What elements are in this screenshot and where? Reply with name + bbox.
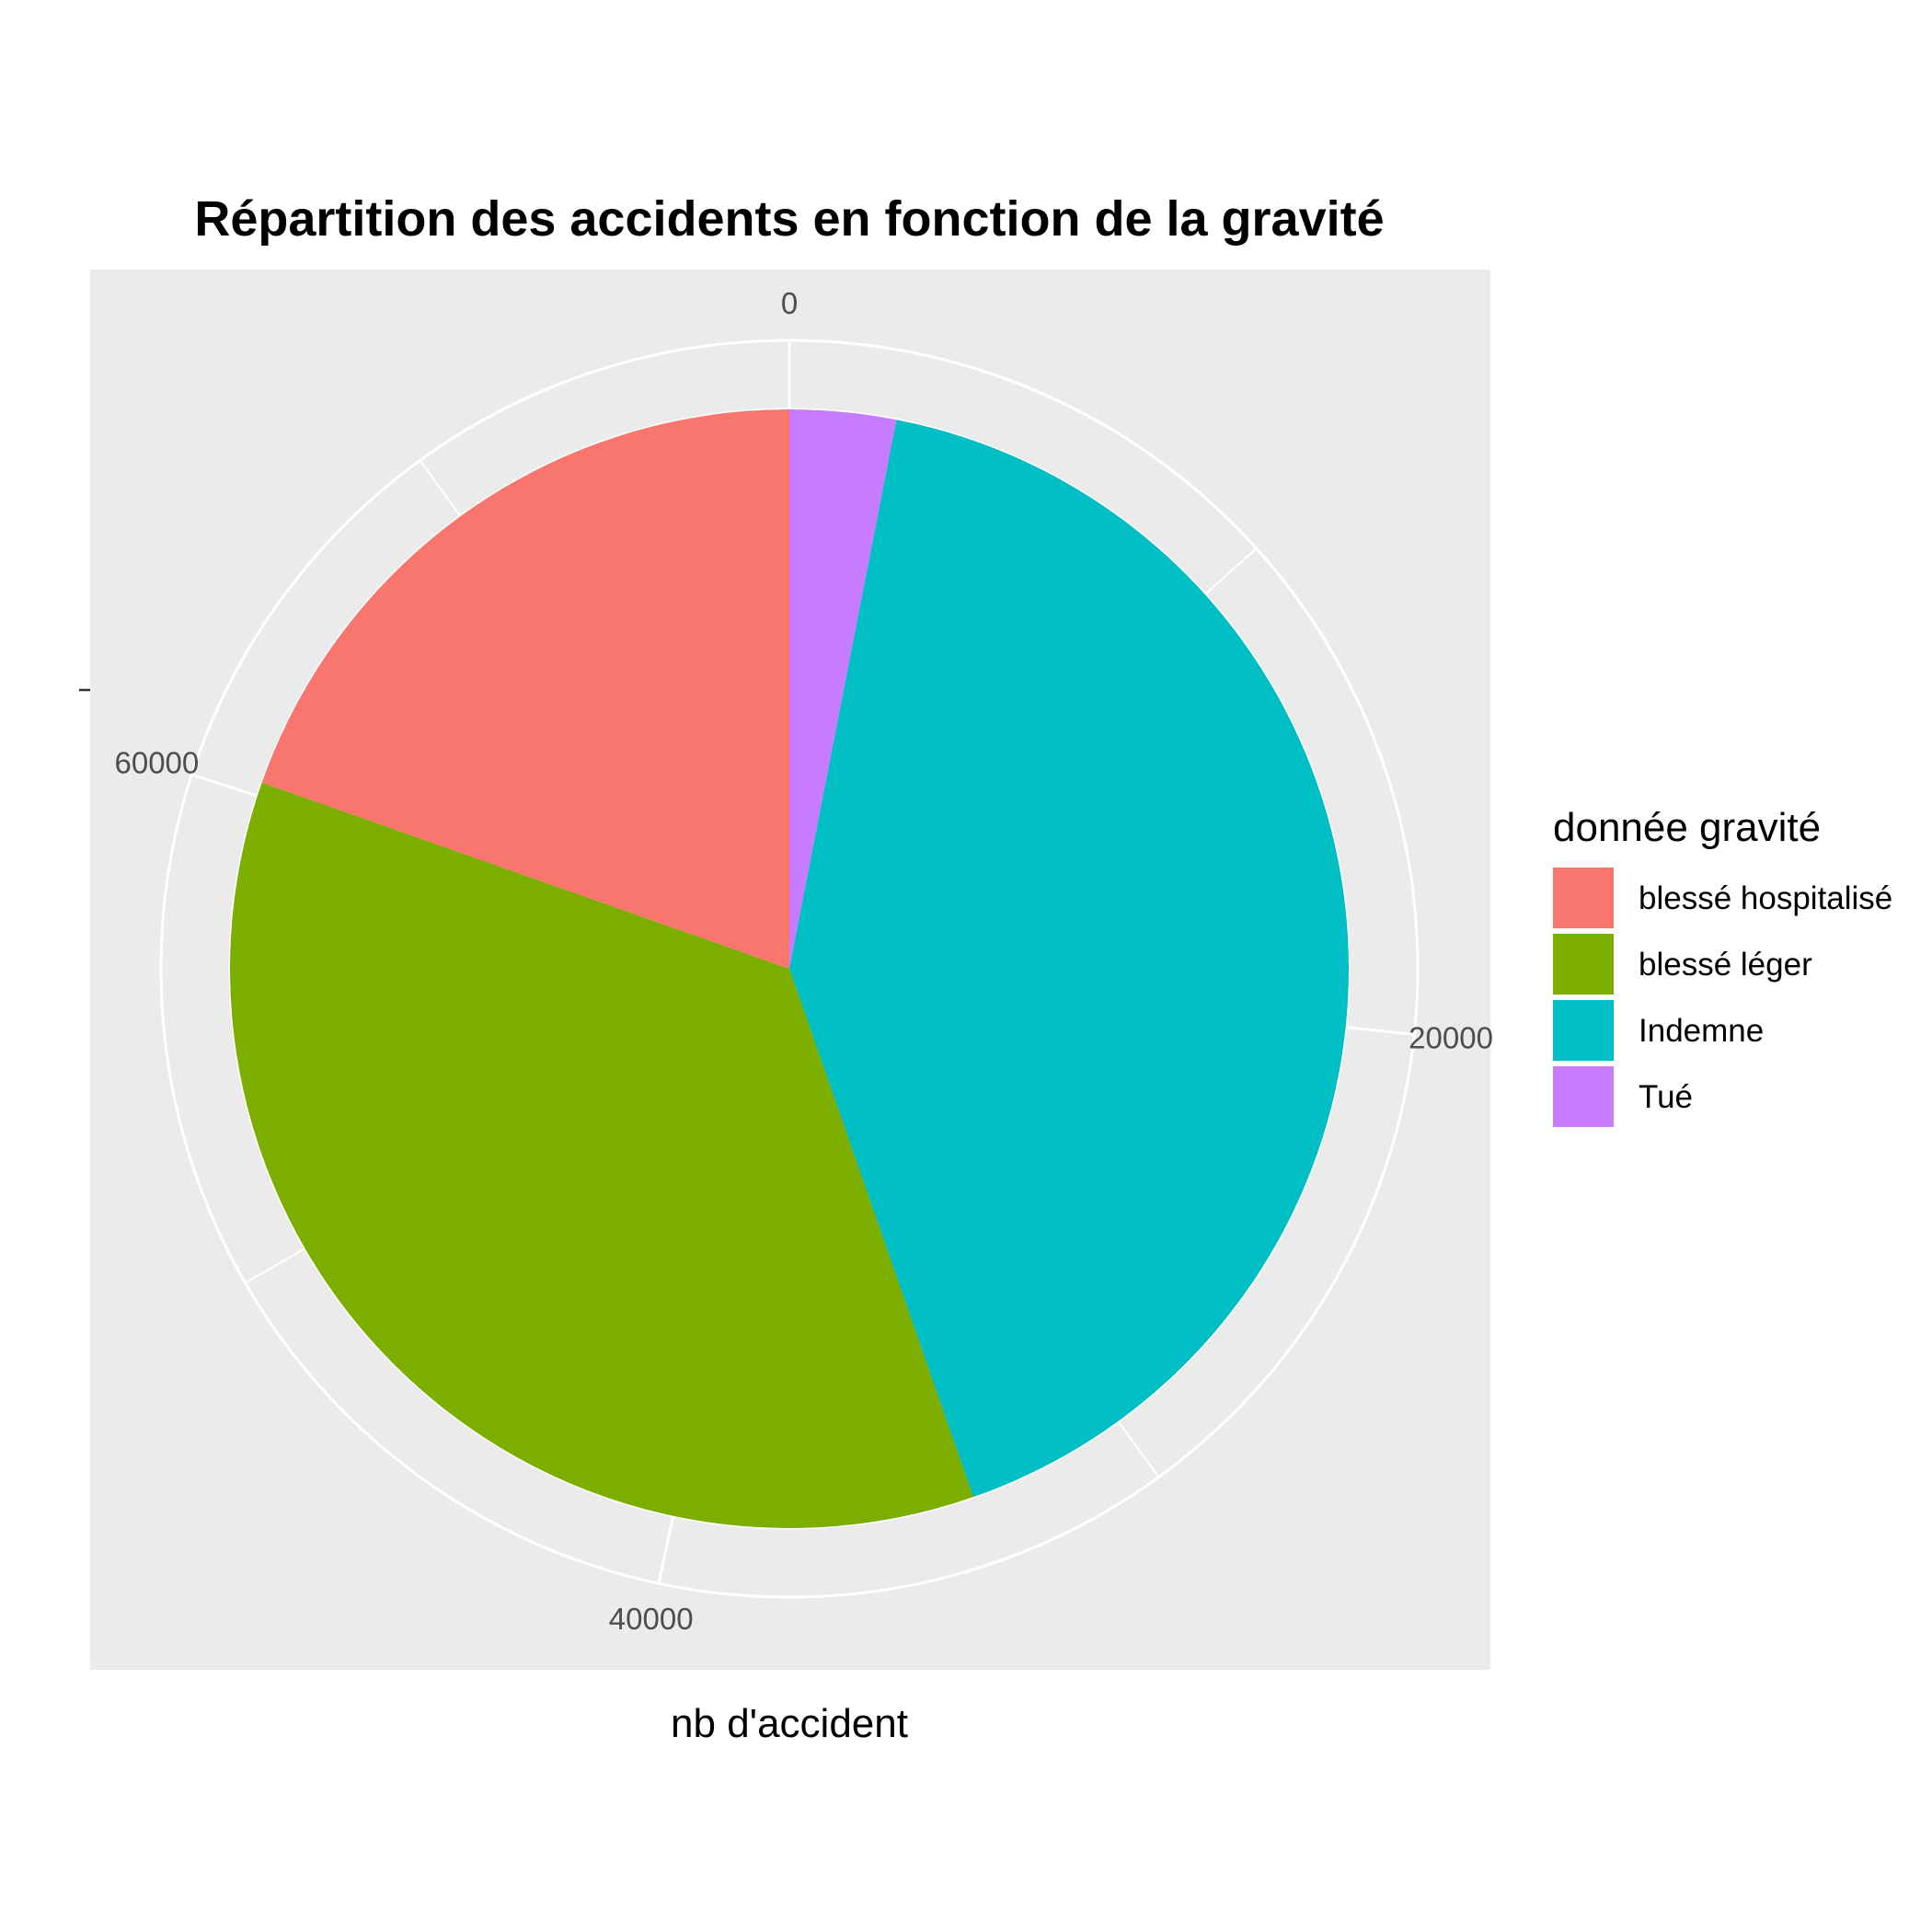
grid-radial-line	[190, 773, 259, 798]
slices-layer	[229, 409, 1349, 1528]
legend-key	[1553, 1000, 1614, 1061]
chart-title: Répartition des accidents en fonction de…	[194, 191, 1384, 247]
legend-title: donnée gravité	[1553, 805, 1821, 850]
pie-slice-tue	[789, 409, 897, 969]
ticks-layer: 0 20000 40000 60000	[115, 286, 1493, 1636]
legend-key	[1553, 934, 1614, 995]
pie-slice-blesse-hospitalise	[261, 409, 789, 969]
grid-radial-line	[419, 459, 462, 517]
grid-radial-line	[1117, 1420, 1160, 1478]
legend: blessé hospitalisé blessé léger Indemne Tué	[1553, 868, 1892, 1127]
grid-radial-line	[245, 1248, 305, 1284]
tick-label: 60000	[115, 746, 200, 780]
tick-label: 0	[781, 286, 798, 320]
x-axis-title: nb d'accident	[671, 1701, 908, 1746]
pie-slice-indemne	[789, 420, 1349, 1498]
legend-label: Indemne	[1639, 1013, 1764, 1049]
tick-label: 20000	[1409, 1021, 1493, 1055]
grid-radial-line	[657, 1515, 675, 1584]
legend-key	[1553, 868, 1614, 928]
grid-radial-line	[1204, 547, 1258, 595]
legend-label: Tué	[1639, 1079, 1693, 1115]
legend-key	[1553, 1066, 1614, 1127]
tick-label: 40000	[609, 1602, 694, 1636]
pie-slice-blesse-leger	[229, 782, 973, 1528]
legend-label: blessé léger	[1639, 947, 1812, 983]
grid-radial-line	[1345, 1026, 1415, 1036]
legend-label: blessé hospitalisé	[1639, 880, 1892, 916]
